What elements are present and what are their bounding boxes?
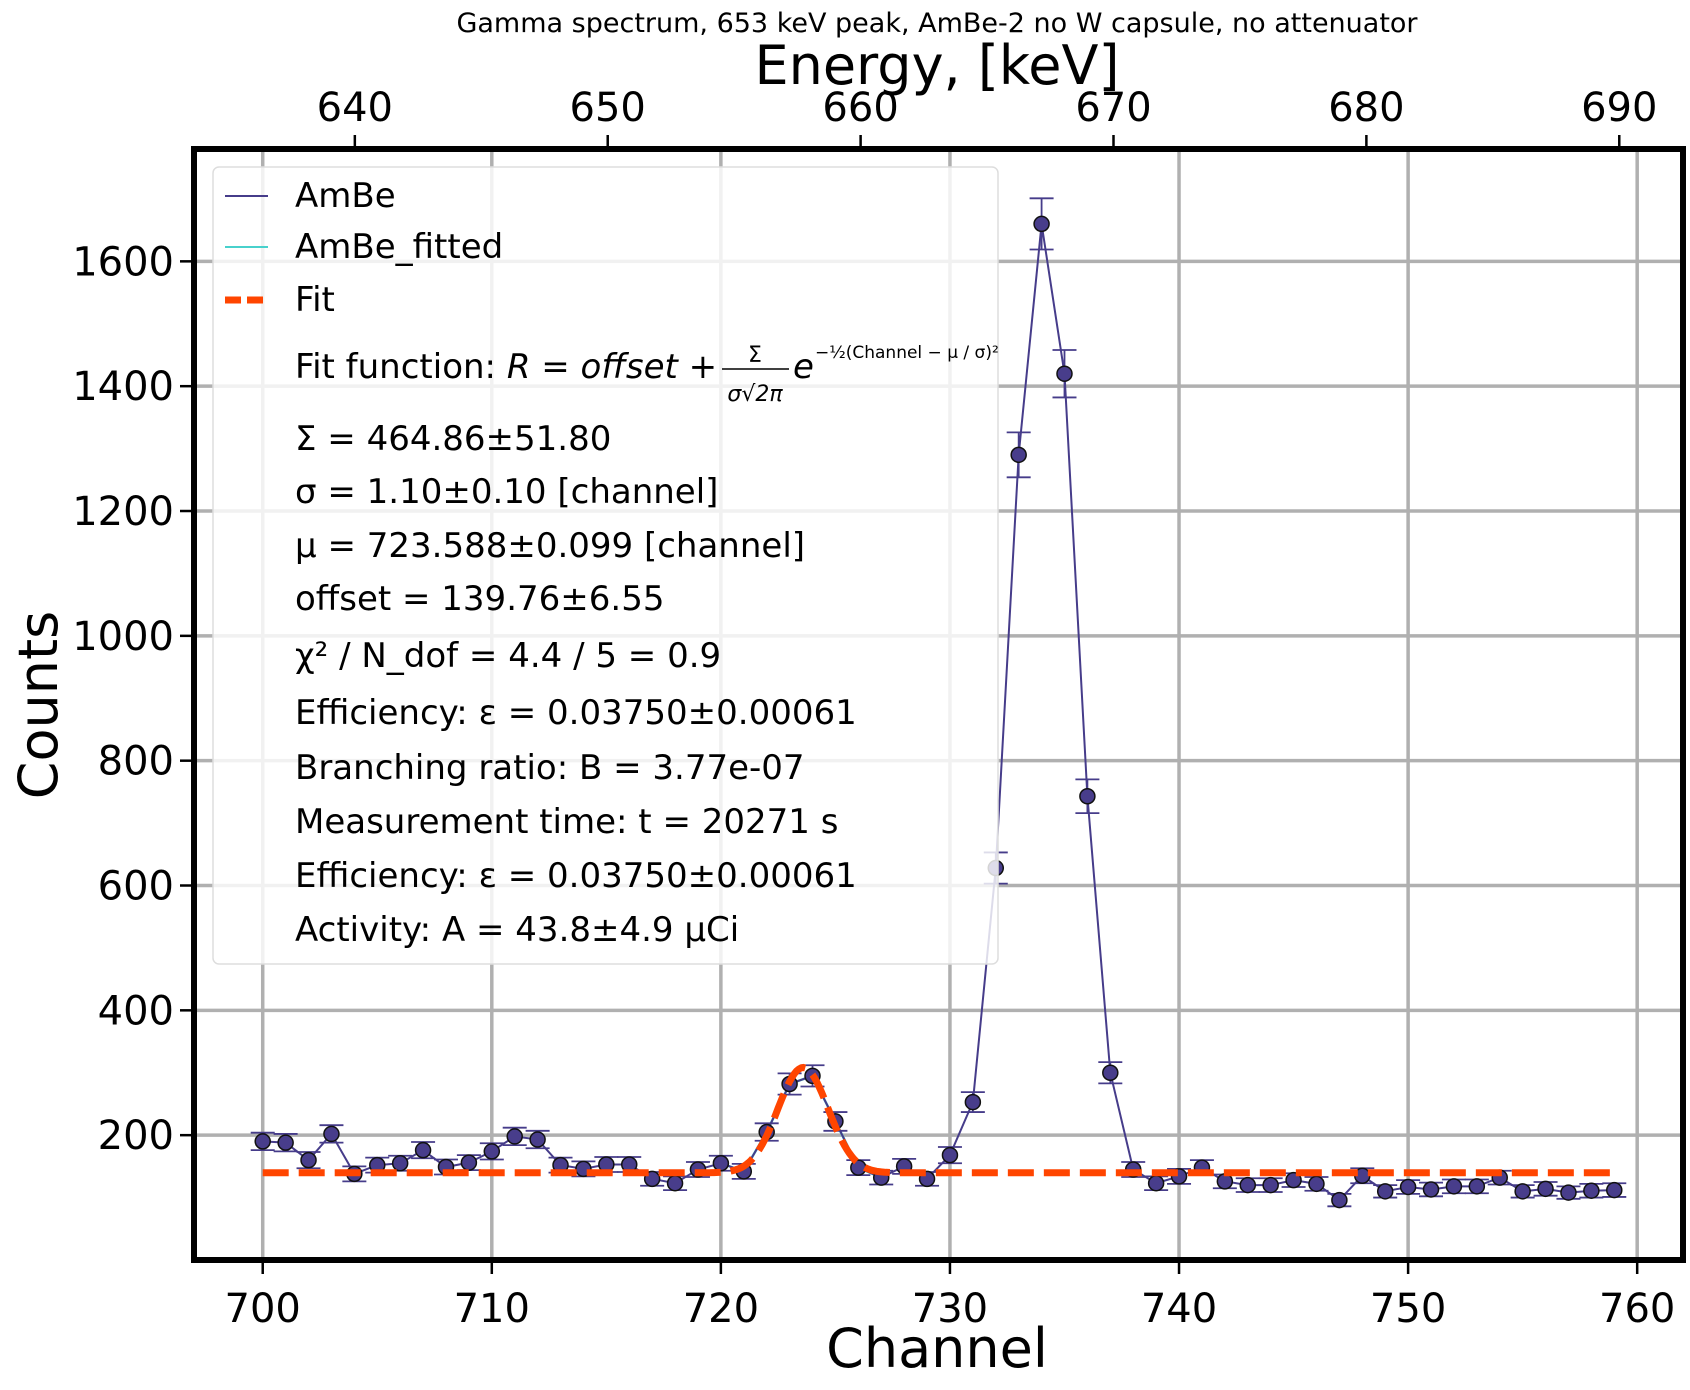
data-point bbox=[391, 1155, 409, 1172]
y-tick-label: 600 bbox=[98, 864, 174, 910]
y-tick-label: 1000 bbox=[72, 614, 174, 660]
annotation-efficiency: Efficiency: ε = 0.03750±0.00061 bbox=[295, 693, 857, 733]
y-tick-label: 1200 bbox=[72, 489, 174, 535]
axis-ticks: 700 710 720 730 740 750 760 200 400 600 800 1000 120… bbox=[72, 85, 1675, 1332]
data-point bbox=[1056, 365, 1073, 382]
data-point bbox=[414, 1141, 432, 1159]
data-point bbox=[1308, 1175, 1325, 1193]
annotation-chi2: χ² / N_dof = 4.4 / 5 = 0.9 bbox=[295, 636, 721, 676]
x-tick-label: 740 bbox=[1141, 1286, 1217, 1332]
data-point bbox=[1514, 1183, 1531, 1200]
x-axis-title: Channel bbox=[826, 1317, 1048, 1380]
fit-formula-exponent: −½(Channel − μ / σ)² bbox=[815, 343, 999, 363]
data-point bbox=[1537, 1180, 1554, 1198]
data-point bbox=[1445, 1178, 1463, 1195]
data-point bbox=[483, 1143, 501, 1160]
fit-formula-numerator: Σ bbox=[748, 343, 762, 368]
legend-box bbox=[212, 166, 999, 965]
top-x-axis-title: Energy, [keV] bbox=[754, 34, 1119, 97]
annotation-sigma: σ = 1.10±0.10 [channel] bbox=[295, 472, 718, 512]
annotation-branching-ratio: Branching ratio: B = 3.77e-07 bbox=[295, 748, 805, 788]
legend-label-fit: Fit bbox=[295, 280, 335, 320]
data-point bbox=[460, 1154, 478, 1171]
x-tick-label: 750 bbox=[1370, 1286, 1446, 1332]
top-x-tick-label: 690 bbox=[1581, 85, 1657, 131]
data-point bbox=[1285, 1171, 1302, 1189]
x-tick-label: 710 bbox=[454, 1286, 530, 1332]
x-tick-label: 760 bbox=[1599, 1286, 1675, 1332]
fit-curve bbox=[262, 1063, 1615, 1177]
annotation-efficiency-repeat: Efficiency: ε = 0.03750±0.00061 bbox=[295, 856, 857, 896]
top-x-tick-label: 680 bbox=[1328, 85, 1404, 131]
data-point bbox=[1583, 1182, 1600, 1199]
data-point bbox=[323, 1125, 340, 1143]
fit-series bbox=[262, 1063, 1615, 1177]
legend-label-ambe-fitted: AmBe_fitted bbox=[295, 227, 503, 267]
y-tick-label: 200 bbox=[98, 1113, 174, 1159]
y-tick-label: 800 bbox=[98, 739, 174, 785]
data-point bbox=[1239, 1176, 1257, 1194]
top-x-tick-label: 670 bbox=[1075, 85, 1151, 131]
data-point bbox=[1376, 1183, 1394, 1200]
fit-formula-denominator: σ√2π bbox=[727, 382, 783, 407]
top-x-tick-label: 640 bbox=[317, 85, 393, 131]
y-tick-label: 1600 bbox=[72, 239, 174, 285]
legend: AmBe AmBe_fitted Fit Fit function: R = o… bbox=[212, 166, 999, 965]
annotation-sigma-total: Σ = 464.86±51.80 bbox=[295, 419, 611, 459]
top-x-tick-label: 660 bbox=[822, 85, 898, 131]
data-point bbox=[300, 1151, 317, 1169]
data-point bbox=[1262, 1176, 1279, 1194]
data-point bbox=[1147, 1174, 1165, 1192]
top-x-tick-label: 650 bbox=[570, 85, 646, 131]
data-point bbox=[254, 1133, 271, 1150]
data-point bbox=[1033, 215, 1050, 233]
data-point bbox=[277, 1134, 294, 1151]
data-point bbox=[1422, 1181, 1440, 1198]
data-point bbox=[1079, 788, 1096, 805]
data-point bbox=[941, 1146, 959, 1164]
annotation-mu: μ = 723.588±0.099 [channel] bbox=[295, 526, 805, 566]
data-point bbox=[1399, 1178, 1417, 1196]
data-point bbox=[1010, 446, 1027, 464]
x-tick-label: 730 bbox=[912, 1286, 988, 1332]
y-tick-label: 400 bbox=[98, 988, 174, 1034]
chart-title: Gamma spectrum, 653 keV peak, AmBe-2 no … bbox=[456, 8, 1418, 39]
fit-formula-e: e bbox=[793, 347, 814, 387]
data-point bbox=[712, 1155, 730, 1172]
data-point bbox=[1560, 1184, 1577, 1201]
data-point bbox=[1468, 1178, 1486, 1195]
legend-label-ambe: AmBe bbox=[295, 176, 396, 216]
annotation-measurement-time: Measurement time: t = 20271 s bbox=[295, 802, 838, 842]
data-point bbox=[964, 1093, 982, 1111]
data-point bbox=[666, 1174, 684, 1192]
annotation-activity: Activity: A = 43.8±4.9 μCi bbox=[295, 910, 739, 950]
x-tick-label: 700 bbox=[225, 1286, 301, 1332]
x-tick-label: 720 bbox=[683, 1286, 759, 1332]
annotation-offset: offset = 139.76±6.55 bbox=[295, 579, 664, 619]
y-axis-title: Counts bbox=[7, 611, 70, 800]
plot-frame bbox=[191, 146, 1686, 1263]
data-point bbox=[529, 1131, 546, 1148]
data-point bbox=[506, 1128, 523, 1145]
data-point bbox=[1331, 1191, 1348, 1209]
fit-function-label: Fit function: R = offset + bbox=[295, 347, 717, 387]
data-point bbox=[1606, 1181, 1623, 1199]
y-tick-label: 1400 bbox=[72, 364, 174, 410]
data-point bbox=[1102, 1064, 1119, 1082]
